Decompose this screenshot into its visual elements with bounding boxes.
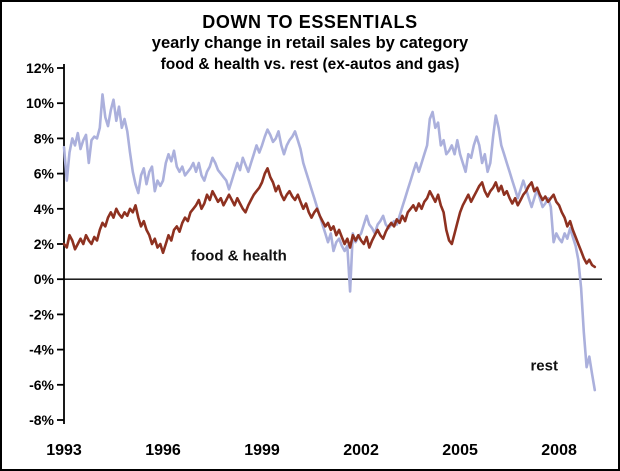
- x-tick-label: 2008: [541, 442, 577, 459]
- y-tick-label: 12%: [26, 60, 55, 76]
- y-tick-label: -2%: [29, 306, 54, 322]
- series-line-rest: [62, 93, 597, 392]
- y-tick-label: -6%: [29, 377, 54, 393]
- x-tick-label: 1999: [244, 442, 280, 459]
- y-tick-label: -4%: [29, 342, 54, 358]
- y-tick-label: 8%: [34, 130, 55, 146]
- x-tick-label: 2002: [343, 442, 379, 459]
- y-tick-label: 2%: [34, 236, 55, 252]
- y-tick-label: 0%: [34, 271, 55, 287]
- x-tick-label: 1996: [145, 442, 181, 459]
- x-tick-label: 1993: [46, 442, 82, 459]
- y-tick-label: 10%: [26, 95, 55, 111]
- x-tick-label: 2005: [442, 442, 478, 459]
- series-label-rest: rest: [530, 358, 558, 375]
- y-tick-label: 6%: [34, 166, 55, 182]
- series-line-food-health: [62, 167, 597, 269]
- series-label-food-health: food & health: [191, 248, 287, 265]
- y-tick-label: -8%: [29, 412, 54, 428]
- y-tick-label: 4%: [34, 201, 55, 217]
